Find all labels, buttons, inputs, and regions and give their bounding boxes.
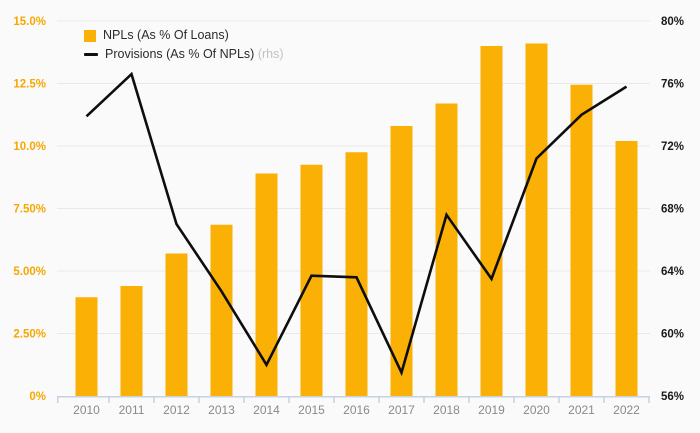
npl-bar-2022	[615, 141, 638, 396]
x-axis-year-label: 2017	[388, 403, 415, 417]
npl-bar-2013	[210, 224, 233, 396]
right-axis-tick-label: 64%	[661, 266, 684, 278]
npl-bar-2015	[300, 164, 323, 396]
left-axis-tick-label: 12.5%	[13, 79, 46, 91]
right-axis-tick-label: 80%	[661, 16, 684, 28]
x-axis-year-label: 2016	[343, 403, 370, 417]
x-axis-year-label: 2019	[478, 403, 505, 417]
provisions-line	[85, 71, 628, 377]
npl-bar-2020	[525, 43, 548, 396]
left-axis-tick-label: 10.0%	[13, 141, 46, 153]
left-axis-tick-label: 2.50%	[13, 329, 46, 341]
npl-bar-2016	[345, 152, 368, 396]
npl-bar-2017	[390, 126, 413, 396]
left-axis-tick-label: 7.50%	[13, 204, 46, 216]
x-axis-year-label: 2022	[613, 403, 640, 417]
npl-bar-2014	[255, 173, 278, 396]
right-axis-tick-label: 76%	[661, 79, 684, 91]
npl-bar-2010	[75, 297, 98, 396]
legend-label-provisions: Provisions (As % Of NPLs) (rhs)	[105, 48, 284, 61]
left-axis-tick-label: 5.00%	[13, 266, 46, 278]
npl-bar-2012	[165, 253, 188, 396]
legend-label-rhs-suffix: (rhs)	[257, 47, 284, 61]
left-axis-tick-label: 0%	[29, 391, 46, 403]
right-axis-tick-label: 72%	[661, 141, 684, 153]
left-axis-tick-label: 15.0%	[13, 16, 46, 28]
provisions-line-swatch-icon	[84, 53, 98, 56]
legend-label-npls: NPLs (As % Of Loans)	[103, 28, 229, 42]
x-axis-year-label: 2011	[119, 403, 145, 417]
npl-bar-2019	[480, 46, 503, 396]
legend-item-npls: NPLs (As % Of Loans)	[84, 29, 284, 42]
x-axis-year-label: 2018	[433, 403, 460, 417]
right-axis-tick-label: 60%	[661, 329, 684, 341]
x-axis-year-label: 2020	[523, 403, 550, 417]
chart-legend: NPLs (As % Of Loans) Provisions (As % Of…	[84, 29, 284, 61]
right-axis-tick-label: 56%	[661, 391, 684, 403]
x-axis-year-label: 2021	[568, 403, 595, 417]
legend-item-provisions: Provisions (As % Of NPLs) (rhs)	[84, 48, 284, 61]
x-axis-year-label: 2010	[73, 403, 100, 417]
right-axis-tick-label: 68%	[661, 204, 684, 216]
x-axis-year-label: 2015	[298, 403, 325, 417]
npl-bar-2021	[570, 84, 593, 396]
x-axis-year-label: 2012	[163, 403, 190, 417]
x-axis-year-label: 2014	[253, 403, 280, 417]
npl-bar-2011	[120, 286, 143, 396]
x-axis-year-label: 2013	[208, 403, 235, 417]
legend-label-provisions-text: Provisions (As % Of NPLs)	[105, 47, 255, 61]
npl-bar-2018	[435, 103, 458, 396]
npls-bar-swatch-icon	[84, 29, 96, 42]
